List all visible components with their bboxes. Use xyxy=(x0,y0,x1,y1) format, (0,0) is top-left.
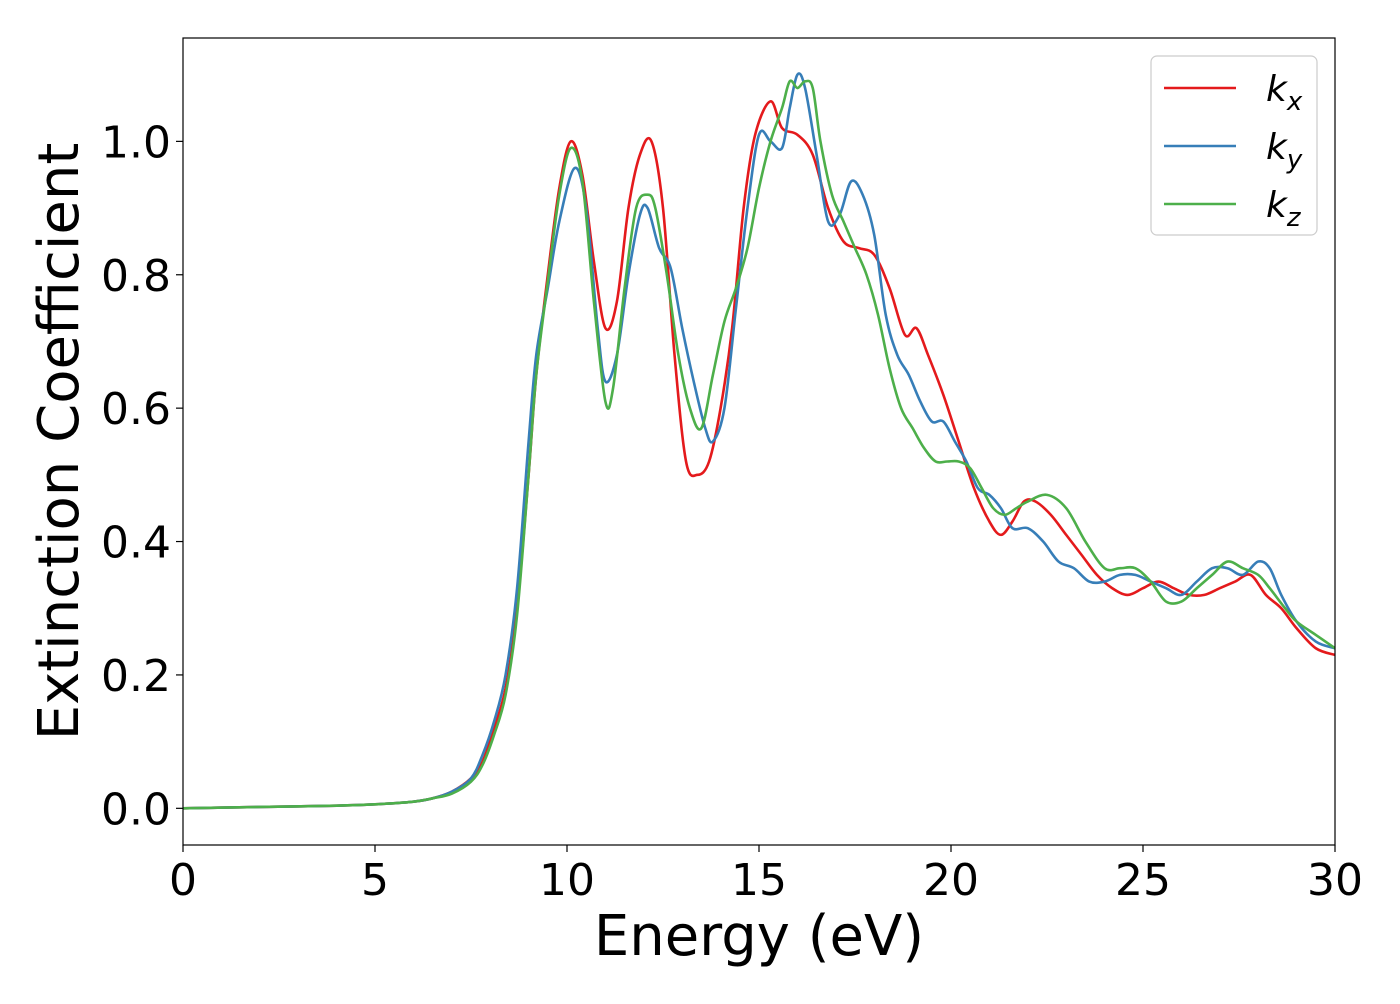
y-tick-label: 1.0 xyxy=(101,117,171,168)
legend-label-subscript: x xyxy=(1286,87,1303,117)
y-tick-label: 0.6 xyxy=(101,384,171,435)
x-tick-label: 15 xyxy=(731,855,787,906)
x-tick-label: 30 xyxy=(1307,855,1363,906)
x-tick-label: 0 xyxy=(169,855,197,906)
y-tick-label: 0.2 xyxy=(101,651,171,702)
legend-label-y: ky xyxy=(1266,127,1303,175)
plot-frame xyxy=(182,37,1336,846)
x-tick-label: 25 xyxy=(1115,855,1171,906)
x-tick-label: 20 xyxy=(923,855,979,906)
y-axis-label: Extinction Coefficient xyxy=(27,143,92,741)
legend-label-x: kx xyxy=(1266,69,1303,117)
legend-label-subscript: y xyxy=(1286,145,1303,175)
axis-ticks: 0 5 10 15 20 25 30 0.0 0.2 0.4 0.6 0.8 1.0 xyxy=(101,117,1363,906)
legend-label-base: k xyxy=(1266,185,1289,226)
y-tick-label: 0.8 xyxy=(101,251,171,302)
x-tick-label: 10 xyxy=(539,855,595,906)
plot-area xyxy=(183,72,1335,810)
legend-label-subscript: z xyxy=(1286,203,1302,233)
legend-label-z: kz xyxy=(1266,185,1302,233)
y-tick-label: 0.0 xyxy=(101,784,171,835)
legend-label-base: k xyxy=(1266,127,1289,168)
legend-label-base: k xyxy=(1266,69,1289,110)
y-tick-label: 0.4 xyxy=(101,518,171,569)
x-axis-label: Energy (eV) xyxy=(594,904,924,969)
series-line-z xyxy=(183,79,1335,810)
series-line-y xyxy=(183,72,1335,810)
x-tick-label: 5 xyxy=(361,855,389,906)
